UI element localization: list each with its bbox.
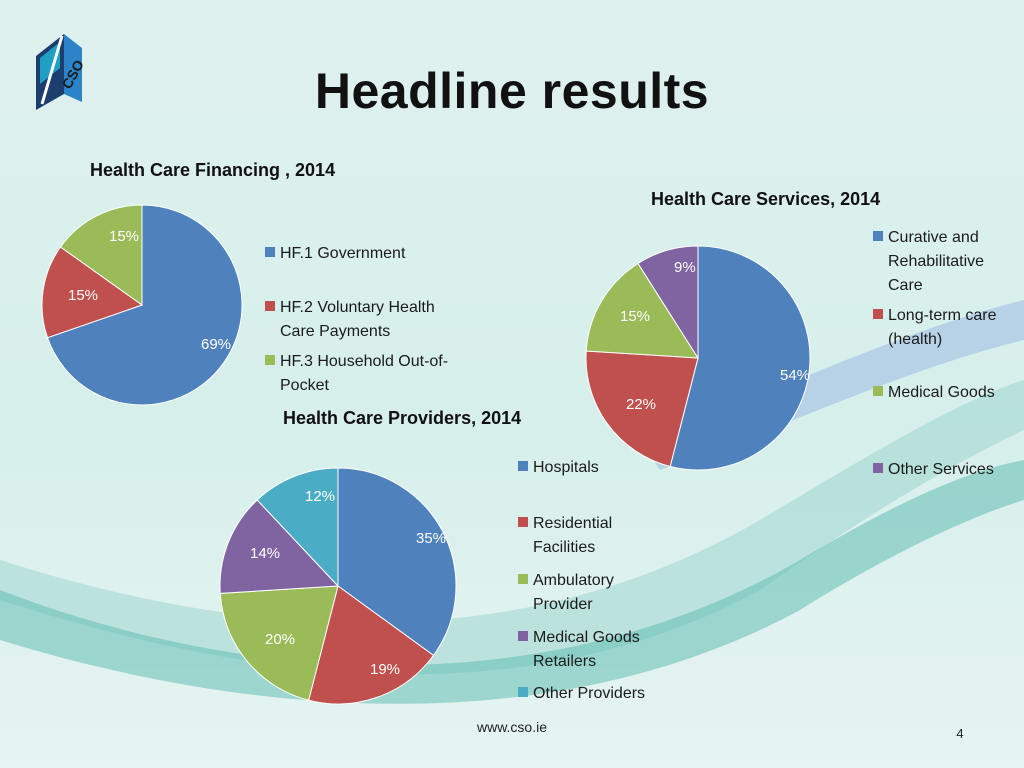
pie-slice-services-1 (669, 245, 811, 471)
chart-title-services: Health Care Services, 2014 (651, 189, 880, 209)
pie-chart-financing: Health Care Financing , 2014 69% 15% 15% HF.… (41, 160, 448, 406)
chart-title-providers: Health Care Providers, 2014 (283, 408, 521, 428)
pie-slice-services-3 (585, 262, 699, 359)
legend-swatch-financing-2 (265, 301, 275, 311)
legend-label-providers-5: Other Providers (533, 685, 645, 702)
page-number: 4 (956, 726, 964, 741)
legend-label-services-4: Other Services (888, 461, 994, 478)
slice-label-services-3: 15% (620, 308, 650, 325)
slice-label-providers-4: 14% (250, 545, 280, 562)
pie-slice-financing-3 (59, 204, 143, 306)
legend-swatch-services-4 (873, 463, 883, 473)
slice-label-providers-1: 35% (416, 530, 446, 547)
legend-label-services-2: Long-term care (health) (888, 307, 997, 348)
pie-slice-providers-2 (308, 585, 435, 705)
slice-label-services-4: 9% (674, 259, 696, 276)
chart-title-financing: Health Care Financing , 2014 (90, 160, 335, 180)
slice-label-financing-3: 15% (109, 228, 139, 245)
page-title: Headline results (314, 63, 710, 119)
pie-slice-financing-1 (46, 204, 243, 406)
legend-swatch-providers-1 (518, 461, 528, 471)
legend-label-providers-4: Medical Goods Retailers (533, 629, 640, 670)
legend-swatch-services-3 (873, 386, 883, 396)
legend-label-providers-3: Ambulatory Provider (533, 572, 614, 613)
pie-slice-providers-1 (337, 467, 457, 657)
legend-label-financing-1: HF.1 Government (280, 245, 406, 262)
legend-label-providers-1: Hospitals (533, 459, 599, 476)
legend-swatch-providers-5 (518, 687, 528, 697)
footer-url: www.cso.ie (476, 719, 548, 735)
slice-label-services-1: 54% (780, 367, 810, 384)
legend-label-services-3: Medical Goods (888, 384, 995, 401)
slice-label-providers-3: 20% (265, 631, 295, 648)
legend-swatch-providers-3 (518, 574, 528, 584)
pie-slice-providers-5 (256, 467, 339, 588)
pie-slice-providers-3 (219, 585, 339, 701)
legend-label-services-1: Curative and Rehabilitative Care (888, 229, 984, 294)
cso-logo: CSO (36, 34, 87, 110)
slice-label-financing-2: 15% (68, 287, 98, 304)
legend-label-financing-2: HF.2 Voluntary Health Care Payments (280, 299, 435, 340)
slice-label-financing-1: 69% (201, 336, 231, 353)
pie-slice-financing-2 (41, 246, 144, 339)
slice-label-providers-2: 19% (370, 661, 400, 678)
pie-slice-providers-4 (219, 499, 340, 594)
pie-chart-services: Health Care Services, 2014 54% 22% 15% 9% Cur… (585, 189, 997, 478)
slice-label-services-2: 22% (626, 396, 656, 413)
legend-swatch-financing-1 (265, 247, 275, 257)
pie-slice-services-4 (637, 245, 699, 360)
legend-swatch-financing-3 (265, 355, 275, 365)
legend-label-financing-3: HF.3 Household Out-of-Pocket (280, 353, 448, 394)
legend-label-providers-2: Residential Facilities (533, 515, 612, 556)
pie-chart-providers: Health Care Providers, 2014 35% 19% 20% 14% 1… (219, 408, 645, 705)
pie-slice-services-2 (585, 350, 699, 468)
slice-label-providers-5: 12% (305, 488, 335, 505)
legend-swatch-services-2 (873, 309, 883, 319)
legend-swatch-providers-4 (518, 631, 528, 641)
legend-swatch-services-1 (873, 231, 883, 241)
legend-swatch-providers-2 (518, 517, 528, 527)
